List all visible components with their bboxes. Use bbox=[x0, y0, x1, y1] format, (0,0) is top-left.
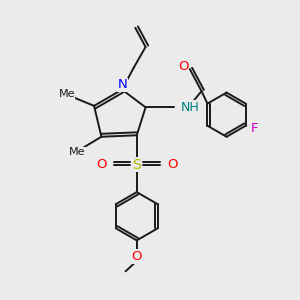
Text: S: S bbox=[132, 158, 141, 172]
Text: F: F bbox=[251, 122, 259, 135]
Text: O: O bbox=[96, 158, 107, 171]
Text: O: O bbox=[167, 158, 177, 171]
Text: Me: Me bbox=[69, 147, 85, 158]
Text: N: N bbox=[118, 78, 128, 92]
Text: Me: Me bbox=[58, 89, 75, 99]
Text: O: O bbox=[178, 60, 188, 73]
Text: O: O bbox=[131, 250, 142, 263]
Text: NH: NH bbox=[181, 101, 200, 114]
